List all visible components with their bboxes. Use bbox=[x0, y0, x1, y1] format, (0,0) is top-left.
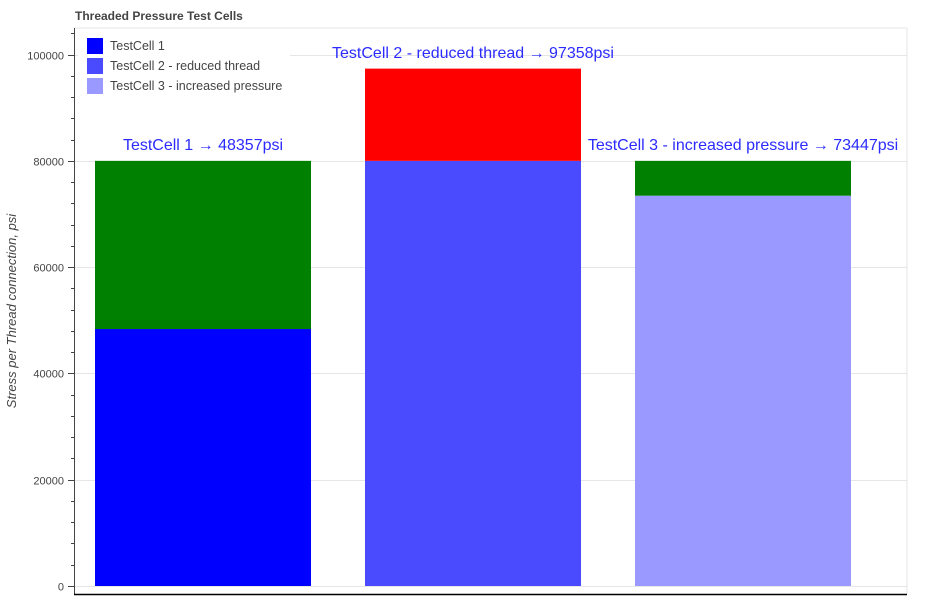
bar-value bbox=[365, 160, 581, 586]
bar-value bbox=[635, 195, 851, 587]
legend-swatch[interactable] bbox=[87, 78, 103, 94]
bar-margin-below-limit bbox=[95, 160, 311, 330]
legend-swatch[interactable] bbox=[87, 38, 103, 54]
y-tick-label: 100000 bbox=[27, 51, 64, 63]
y-tick-label: 60000 bbox=[33, 263, 64, 275]
bar-annotation: TestCell 3 - increased pressure → 73447p… bbox=[588, 137, 898, 154]
legend-box bbox=[78, 36, 290, 98]
legend-item-label[interactable]: TestCell 2 - reduced thread bbox=[110, 59, 260, 73]
y-axis-ticks: 0 20000 40000 60000 80000 100000 bbox=[27, 33, 74, 594]
chart-title: Threaded Pressure Test Cells bbox=[75, 9, 243, 23]
bar-excess-above-limit bbox=[365, 68, 581, 161]
legend-item-label[interactable]: TestCell 3 - increased pressure bbox=[110, 79, 282, 93]
bar-annotation: TestCell 1 → 48357psi bbox=[123, 137, 283, 154]
y-tick-label: 0 bbox=[58, 582, 64, 594]
legend-swatch[interactable] bbox=[87, 58, 103, 74]
bar-value bbox=[95, 329, 311, 586]
legend[interactable]: TestCell 1 TestCell 2 - reduced thread Tes… bbox=[78, 36, 290, 98]
bar-annotation: TestCell 2 - reduced thread → 97358psi bbox=[332, 45, 614, 62]
bars bbox=[95, 68, 851, 587]
axes bbox=[74, 28, 907, 596]
legend-item-label[interactable]: TestCell 1 bbox=[110, 39, 165, 53]
y-tick-label: 80000 bbox=[33, 157, 64, 169]
y-tick-label: 40000 bbox=[33, 369, 64, 381]
bar-margin-below-limit bbox=[635, 160, 851, 196]
bar-annotations: TestCell 1 → 48357psi TestCell 2 - reduce… bbox=[123, 45, 898, 154]
y-tick-label: 20000 bbox=[33, 476, 64, 488]
y-axis-label: Stress per Thread connection, psi bbox=[4, 213, 19, 408]
